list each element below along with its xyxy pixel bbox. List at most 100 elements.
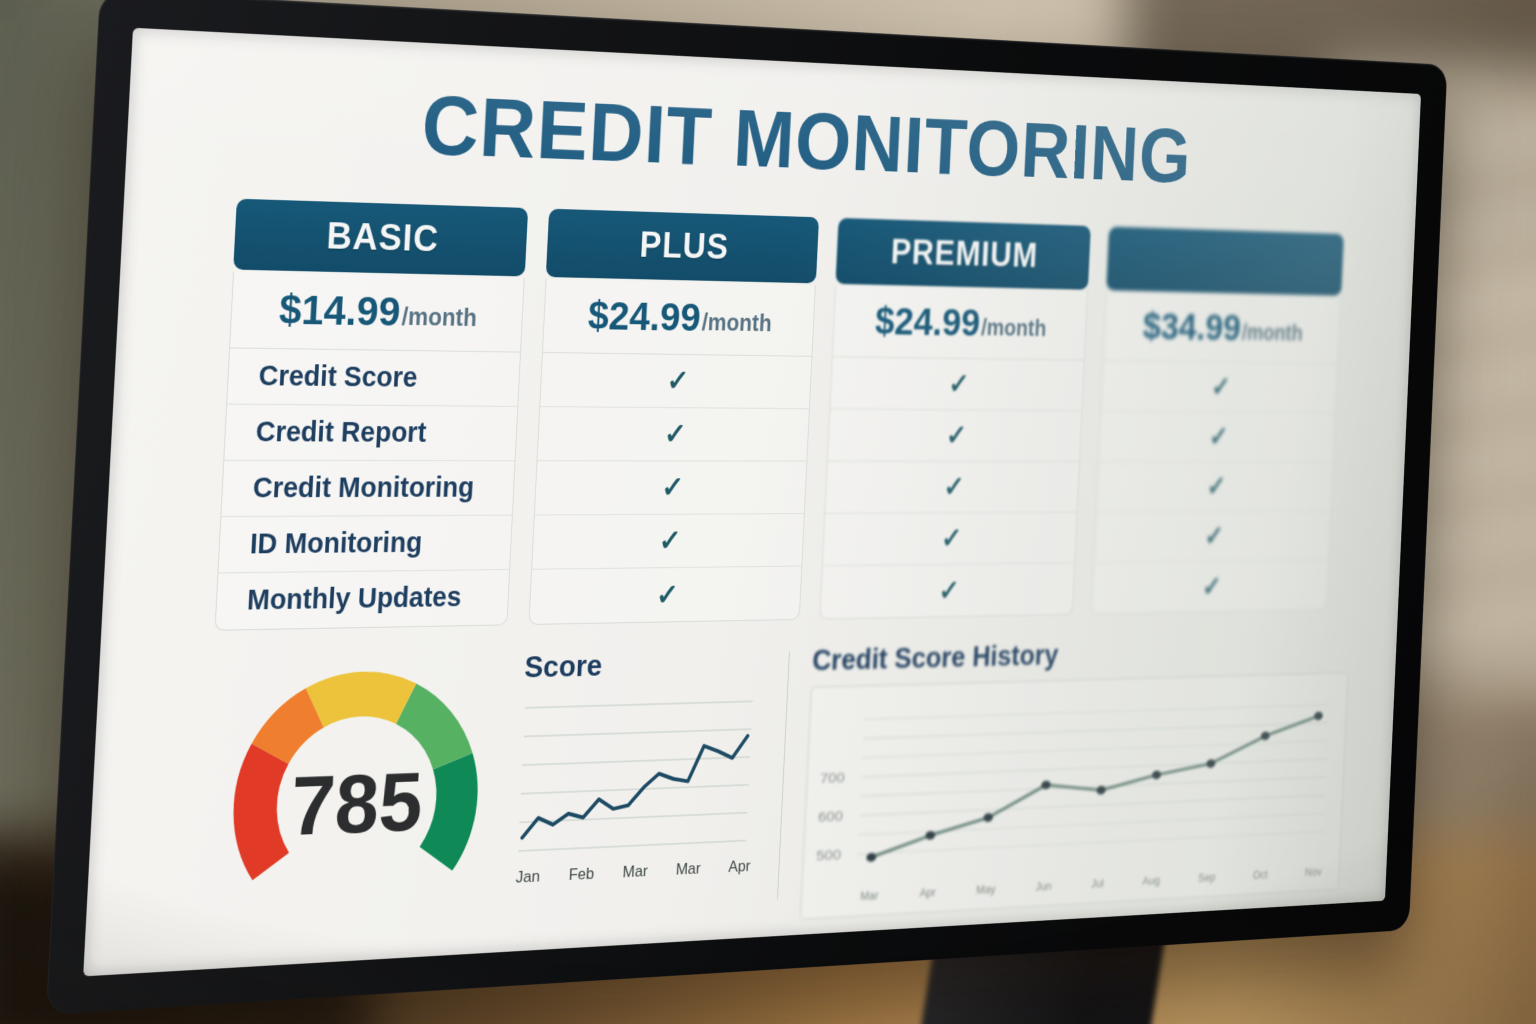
plan-cards: BASIC $14.99/month Credit Score Credit Repo… xyxy=(214,198,1344,631)
plan-name xyxy=(1105,226,1344,296)
gauge-value: 785 xyxy=(289,754,425,853)
history-point xyxy=(1260,731,1270,741)
feature-row: ✓ xyxy=(1096,461,1333,513)
history-chart-box: 700 600 500 Mar Apr May Jun Jul Aug Sep Oct Nov xyxy=(799,672,1349,920)
history-point xyxy=(1313,711,1324,721)
feature-row: Credit Monitoring xyxy=(221,460,515,518)
check-icon: ✓ xyxy=(655,577,680,611)
feature-row: ✓ xyxy=(825,461,1079,514)
plan-price-period: /month xyxy=(1241,320,1304,346)
plan-card-unnamed[interactable]: $34.99/month ✓ ✓ ✓ ✓ ✓ xyxy=(1090,226,1344,615)
check-icon: ✓ xyxy=(947,367,970,400)
check-icon: ✓ xyxy=(938,574,961,607)
plan-body: $24.99/month ✓ ✓ ✓ ✓ ✓ xyxy=(527,278,816,625)
gauge-segment xyxy=(252,754,276,868)
score-x-label: Mar xyxy=(675,859,702,879)
check-icon: ✓ xyxy=(660,470,685,504)
feature-row: ✓ xyxy=(1098,411,1336,463)
gridline xyxy=(861,759,1326,777)
score-x-label: Jan xyxy=(515,867,541,887)
panel-divider xyxy=(777,651,790,900)
screen: CREDIT MONITORING BASIC $14.99/month Credi… xyxy=(83,27,1422,977)
history-x-label: Jun xyxy=(1035,879,1053,894)
plan-price-period: /month xyxy=(401,303,478,332)
gridline xyxy=(862,741,1327,758)
plan-price-amount: $24.99 xyxy=(874,299,982,345)
gridline xyxy=(864,705,1329,720)
feature-row: ✓ xyxy=(827,409,1082,462)
gridline xyxy=(521,785,749,794)
gridline xyxy=(861,777,1327,796)
feature-row: ✓ xyxy=(539,352,812,410)
feature-row: Credit Report xyxy=(224,404,517,462)
feature-row: ✓ xyxy=(1100,360,1338,414)
history-chart-title: Credit Score History xyxy=(811,638,1059,677)
score-line-chart xyxy=(515,688,756,864)
history-x-label: Nov xyxy=(1304,864,1322,879)
gauge-arc: 785 xyxy=(196,650,513,954)
history-y-tick: 600 xyxy=(818,809,843,825)
feature-row: ✓ xyxy=(529,566,801,624)
check-icon: ✓ xyxy=(666,364,690,398)
history-y-tick: 700 xyxy=(820,771,845,787)
history-x-label: Oct xyxy=(1252,867,1269,882)
plan-price: $24.99/month xyxy=(832,285,1087,361)
check-icon: ✓ xyxy=(945,419,968,451)
history-x-label: Jul xyxy=(1090,876,1105,891)
score-panel: Score Jan Feb Mar Mar Apr xyxy=(514,645,765,888)
feature-row: ✓ xyxy=(820,563,1074,618)
history-y-tick: 500 xyxy=(816,848,841,864)
bottom-section: 785 Score Jan Feb Mar Mar Apr Credit Score H… xyxy=(196,632,1350,954)
feature-row: Credit Score xyxy=(227,348,520,407)
check-icon: ✓ xyxy=(1210,371,1232,403)
history-x-label: Sep xyxy=(1197,870,1216,885)
history-x-label: Aug xyxy=(1142,873,1161,888)
check-icon: ✓ xyxy=(1208,421,1230,452)
plan-card-plus[interactable]: PLUS $24.99/month ✓ ✓ ✓ ✓ ✓ xyxy=(527,208,820,625)
history-point xyxy=(1151,770,1162,780)
gridline xyxy=(522,757,750,765)
plan-price: $24.99/month xyxy=(542,278,815,357)
check-icon: ✓ xyxy=(663,417,688,451)
gauge-segment xyxy=(270,708,315,754)
feature-label: Credit Report xyxy=(255,416,428,449)
score-x-label: Apr xyxy=(728,856,751,876)
plan-card-premium[interactable]: PREMIUM $24.99/month ✓ ✓ ✓ ✓ ✓ xyxy=(819,217,1091,620)
plan-name: PLUS xyxy=(545,208,820,284)
check-icon: ✓ xyxy=(658,524,682,557)
history-point xyxy=(983,813,994,823)
feature-row: ✓ xyxy=(1092,560,1329,613)
gridline xyxy=(860,795,1326,815)
plan-card-basic[interactable]: BASIC $14.99/month Credit Score Credit Repo… xyxy=(214,198,528,631)
monitor-bezel: CREDIT MONITORING BASIC $14.99/month Credi… xyxy=(45,0,1448,1015)
check-icon: ✓ xyxy=(1206,470,1227,502)
feature-row: ✓ xyxy=(534,461,807,516)
check-icon: ✓ xyxy=(940,522,963,554)
plan-price-period: /month xyxy=(701,309,773,337)
score-gauge: 785 xyxy=(196,650,513,954)
feature-row: Monthly Updates xyxy=(215,570,508,630)
feature-row: ID Monitoring xyxy=(218,515,512,574)
gridline xyxy=(525,701,753,708)
history-x-label: Apr xyxy=(919,885,937,900)
feature-label: ID Monitoring xyxy=(249,527,423,560)
check-icon: ✓ xyxy=(943,470,966,503)
gridline xyxy=(519,813,747,823)
score-x-label: Mar xyxy=(622,861,649,882)
page-title: CREDIT MONITORING xyxy=(419,76,1194,200)
gauge-segment xyxy=(315,693,407,708)
feature-label: Credit Score xyxy=(257,360,419,394)
gridline xyxy=(524,729,752,736)
history-x-label: Mar xyxy=(860,888,879,903)
plan-price: $14.99/month xyxy=(230,271,524,353)
feature-label: Monthly Updates xyxy=(246,582,463,617)
plan-price-period: /month xyxy=(980,315,1047,342)
plan-name: PREMIUM xyxy=(835,217,1091,290)
plan-body: $34.99/month ✓ ✓ ✓ ✓ ✓ xyxy=(1090,291,1342,615)
feature-row: ✓ xyxy=(1093,511,1331,563)
plan-price-amount: $14.99 xyxy=(278,286,402,336)
history-x-label: May xyxy=(975,882,996,897)
gridline xyxy=(863,723,1328,739)
score-x-label: Feb xyxy=(568,864,595,884)
